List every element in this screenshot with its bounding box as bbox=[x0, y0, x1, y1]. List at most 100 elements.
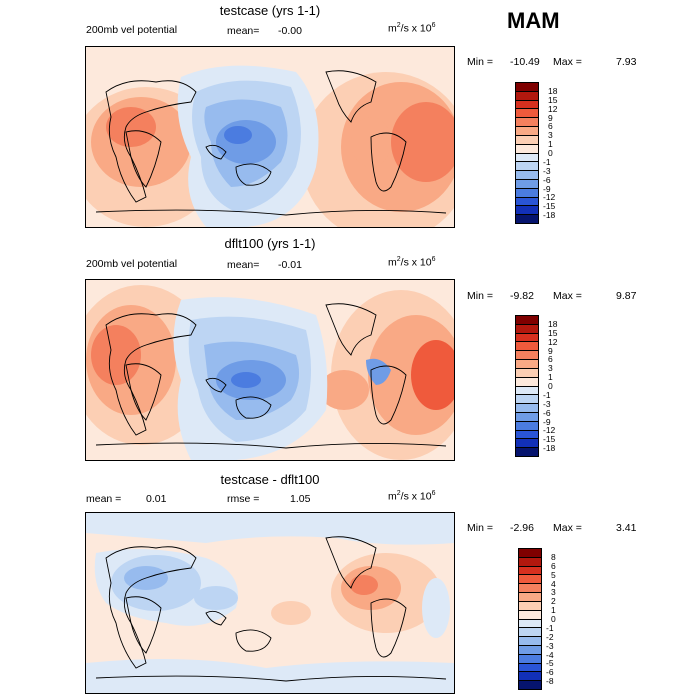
panel1-colorbar-label: -12 bbox=[543, 192, 556, 203]
panel1-swatch bbox=[516, 109, 538, 119]
panel2-swatch bbox=[516, 386, 538, 396]
panel1-swatch bbox=[516, 144, 538, 154]
panel1-colorbar-label: -1 bbox=[543, 156, 551, 167]
panel2-colorbar-label: 3 bbox=[548, 363, 553, 374]
panel1-colorbar-label: -3 bbox=[543, 165, 551, 176]
panel3-swatch bbox=[519, 619, 541, 629]
panel2-colorbar-label: -3 bbox=[543, 398, 551, 409]
panel3-colorbar-label: 1 bbox=[551, 605, 556, 616]
panel1-min-value: -10.49 bbox=[510, 56, 540, 68]
panel3-colorbar-label: -4 bbox=[546, 649, 554, 660]
panel2-colorbar-label: -9 bbox=[543, 416, 551, 427]
panel2-swatch bbox=[516, 333, 538, 343]
panel3-swatch bbox=[519, 672, 541, 682]
panel1-max-label: Max = bbox=[553, 56, 582, 68]
panel2-min-label: Min = bbox=[467, 290, 493, 302]
panel2-colorbar-label: 9 bbox=[548, 345, 553, 356]
panel3-swatch bbox=[519, 654, 541, 664]
panel2-map bbox=[85, 279, 455, 461]
panel2-swatch bbox=[516, 324, 538, 334]
panel3-colorbar-label: 8 bbox=[551, 551, 556, 562]
panel2-max-label: Max = bbox=[553, 290, 582, 302]
panel2-units: m2/s x 106 bbox=[388, 256, 436, 269]
panel1-map bbox=[85, 46, 455, 228]
panel2-colorbar bbox=[515, 315, 539, 457]
panel2-swatch bbox=[516, 430, 538, 440]
panel1-colorbar bbox=[515, 82, 539, 224]
panel1-colorbar-label: 18 bbox=[548, 85, 558, 96]
panel1-colorbar-label: 0 bbox=[548, 148, 553, 158]
panel2-swatch bbox=[516, 377, 538, 387]
panel2-swatch bbox=[516, 412, 538, 422]
panel3-swatch bbox=[519, 549, 541, 558]
panel3-swatch bbox=[519, 681, 541, 689]
panel2-mean-value: -0.01 bbox=[278, 259, 302, 271]
panel1-colorbar-label: 3 bbox=[548, 130, 553, 141]
panel1-colorbar-label: -15 bbox=[543, 201, 556, 212]
panel1-units: m2/s x 106 bbox=[388, 22, 436, 35]
panel2-colorbar-label: 18 bbox=[548, 318, 558, 329]
panel1-swatch bbox=[516, 118, 538, 128]
panel3-colorbar-label: -2 bbox=[546, 631, 554, 642]
panel3-swatch bbox=[519, 610, 541, 620]
panel2-colorbar-label: 12 bbox=[548, 336, 558, 347]
panel2-colorbar-label: 6 bbox=[548, 354, 553, 365]
panel1-colorbar-label: 1 bbox=[548, 139, 553, 150]
panel3-min-label: Min = bbox=[467, 522, 493, 534]
panel1-colorbar-label: -6 bbox=[543, 174, 551, 185]
panel1-colorbar-label: -18 bbox=[543, 210, 556, 221]
panel3-colorbar-label: -3 bbox=[546, 640, 554, 651]
panel3-colorbar-label: 4 bbox=[551, 578, 556, 589]
panel3-colorbar-label: 5 bbox=[551, 569, 556, 580]
panel2-swatch bbox=[516, 342, 538, 352]
panel2-swatch bbox=[516, 351, 538, 361]
panel1-swatch bbox=[516, 197, 538, 207]
panel1-colorbar-label: 6 bbox=[548, 121, 553, 132]
panel2-colorbar-label: -1 bbox=[543, 389, 551, 400]
panel3-mean-label: mean = bbox=[86, 493, 122, 505]
panel2-colorbar-label: -6 bbox=[543, 407, 551, 418]
panel3-swatch bbox=[519, 601, 541, 611]
panel2-swatch bbox=[516, 448, 538, 456]
panel2-colorbar-label: 0 bbox=[548, 381, 553, 391]
panel3-colorbar-label: -8 bbox=[546, 676, 554, 687]
panel3-rmse-label: rmse = bbox=[227, 493, 260, 505]
panel3-title: testcase - dflt100 bbox=[220, 472, 320, 487]
panel1-swatch bbox=[516, 83, 538, 92]
panel1-swatch bbox=[516, 179, 538, 189]
panel2-variable: 200mb vel potential bbox=[86, 258, 178, 270]
panel1-swatch bbox=[516, 127, 538, 136]
panel1-variable: 200mb vel potential bbox=[86, 24, 178, 36]
panel3-swatch bbox=[519, 584, 541, 594]
panel2-swatch bbox=[516, 360, 538, 369]
panel3-colorbar-label: 3 bbox=[551, 587, 556, 598]
panel3-colorbar-label: -5 bbox=[546, 658, 554, 669]
panel1-mean-value: -0.00 bbox=[278, 25, 302, 37]
panel3-swatch bbox=[519, 637, 541, 646]
panel2-mean-label: mean= bbox=[227, 259, 260, 271]
panel1-title: testcase (yrs 1-1) bbox=[219, 3, 321, 18]
panel3-swatch bbox=[519, 663, 541, 673]
season-label: MAM bbox=[507, 8, 560, 33]
panel2-colorbar-label: -15 bbox=[543, 434, 556, 445]
panel2-colorbar-label: -18 bbox=[543, 443, 556, 454]
panel1-swatch bbox=[516, 215, 538, 223]
panel2-colorbar-label: 15 bbox=[548, 327, 558, 338]
panel1-swatch bbox=[516, 135, 538, 145]
panel1-swatch bbox=[516, 153, 538, 163]
panel1-colorbar-label: -9 bbox=[543, 183, 551, 194]
panel3-colorbar-label: 0 bbox=[551, 614, 556, 624]
panel2-swatch bbox=[516, 421, 538, 431]
panel3-units: m2/s x 106 bbox=[388, 490, 436, 503]
panel1-swatch bbox=[516, 171, 538, 180]
panel1-swatch bbox=[516, 91, 538, 101]
panel1-swatch bbox=[516, 162, 538, 172]
panel3-colorbar-label: -6 bbox=[546, 667, 554, 678]
panel2-title: dflt100 (yrs 1-1) bbox=[224, 236, 316, 251]
panel3-colorbar-label: -1 bbox=[546, 622, 554, 633]
panel2-max-value: 9.87 bbox=[616, 290, 637, 302]
panel1-mean-label: mean= bbox=[227, 25, 260, 37]
panel3-swatch bbox=[519, 566, 541, 576]
panel3-map bbox=[85, 512, 455, 694]
panel1-max-value: 7.93 bbox=[616, 56, 637, 68]
